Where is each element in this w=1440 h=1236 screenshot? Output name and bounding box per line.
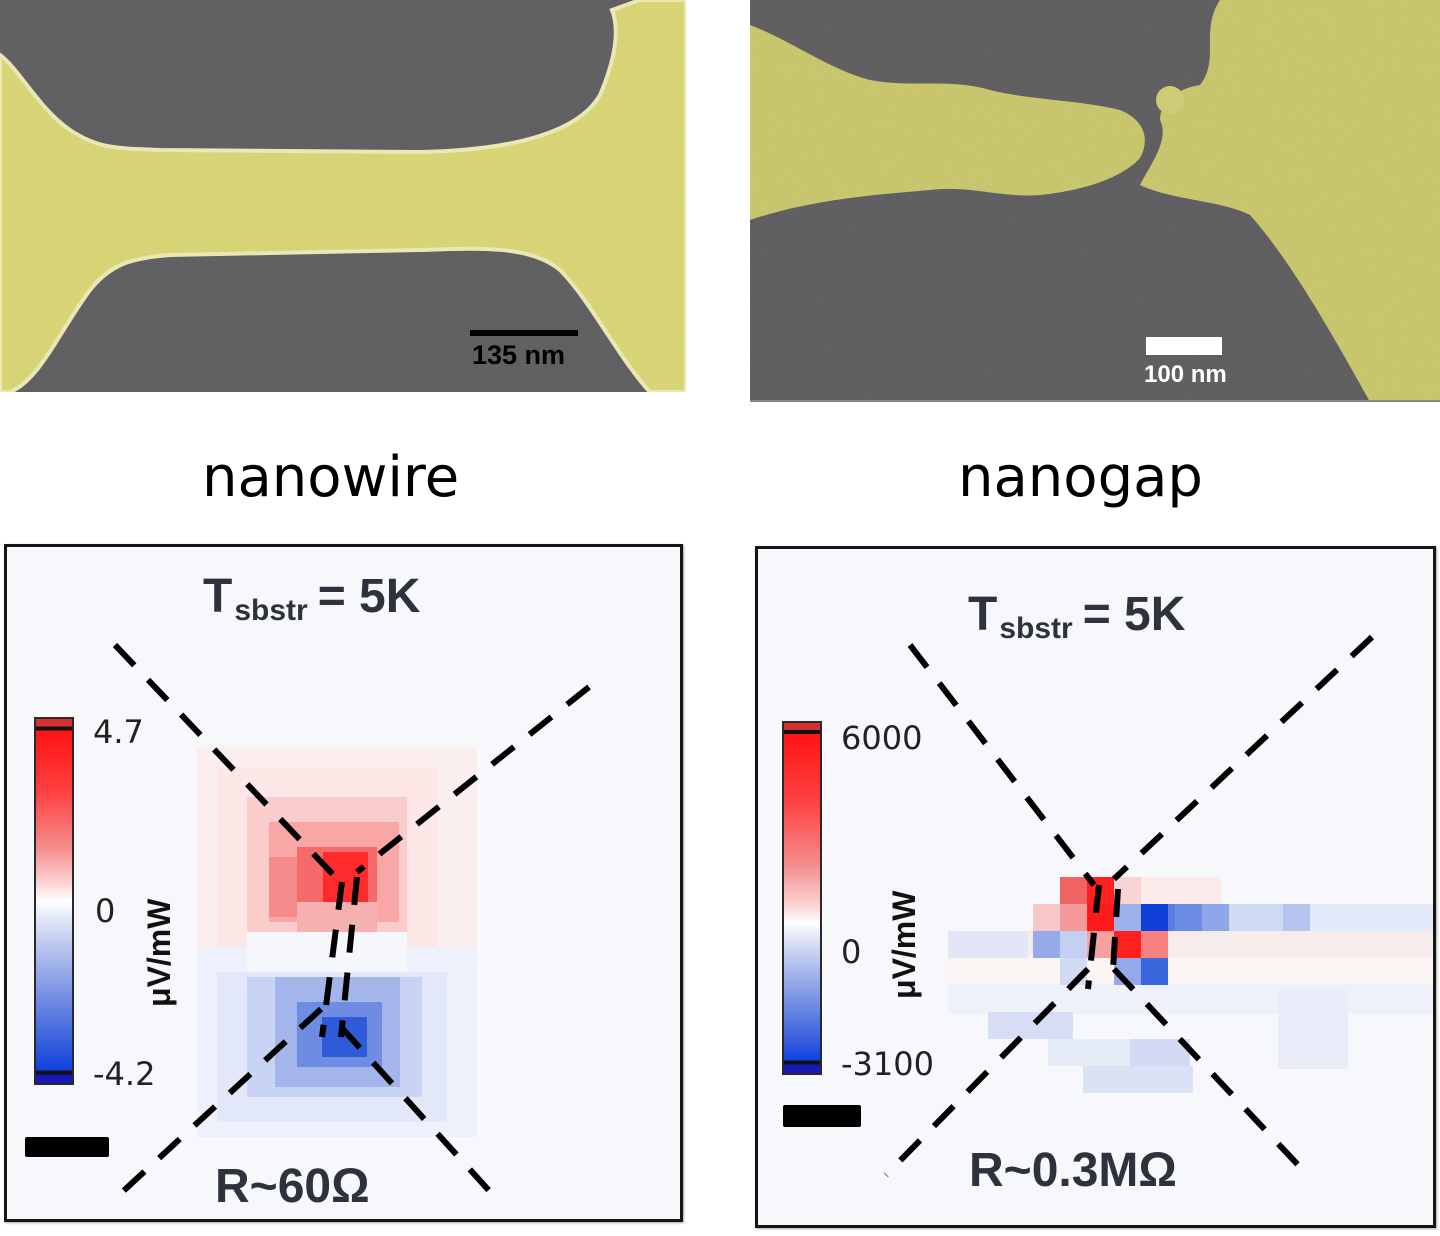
sem-image-nanogap: 100 nm: [750, 0, 1440, 402]
resistance-label-nanogap: R~0.3MΩ: [969, 1144, 1177, 1197]
colorbar-min-label: -3100: [841, 1045, 934, 1083]
title-subscript: sbstr: [234, 594, 308, 627]
colorbar-max-label: 6000: [841, 719, 923, 757]
panel-label-nanowire: nanowire: [202, 445, 460, 510]
heatmap-cells: [197, 747, 477, 1137]
photovoltage-map-nanogap: Tsbstr = 5K 6000 0 -3100 μV/mW R~0.3MΩ: [755, 546, 1436, 1228]
colorbar-mid-label: 0: [841, 933, 862, 971]
device-outline-dashed-x: [112, 642, 591, 1198]
title-main: T: [968, 588, 998, 641]
scale-bar-label: 100 nm: [1144, 361, 1227, 388]
panel-label-nanogap: nanogap: [958, 445, 1203, 510]
title-subscript: sbstr: [999, 612, 1073, 645]
heatmap-cells: [948, 877, 1433, 1093]
title-rest: = 5K: [317, 570, 421, 623]
scale-bar-line: [470, 330, 578, 336]
map-title-nanowire: Tsbstr = 5K: [203, 569, 420, 628]
sem-image-nanowire: 135 nm: [0, 0, 686, 392]
device-outline-dashed-x: [883, 634, 1375, 1178]
map-scale-bar: [25, 1137, 109, 1157]
nanogap-shape: [750, 0, 1440, 402]
title-main: T: [203, 570, 233, 623]
colorbar-min-label: -4.2: [93, 1055, 156, 1093]
colorbar-unit-label: μV/mW: [886, 890, 922, 999]
colorbar-unit-label: μV/mW: [141, 898, 177, 1007]
colorbar-nanowire: [34, 717, 74, 1085]
resistance-label-nanowire: R~60Ω: [215, 1160, 370, 1213]
map-title-nanogap: Tsbstr = 5K: [968, 587, 1185, 646]
colorbar-mid-label: 0: [95, 892, 116, 930]
title-rest: = 5K: [1082, 588, 1186, 641]
scale-bar-label: 135 nm: [472, 340, 566, 370]
scale-bar-line: [1146, 337, 1222, 355]
colorbar-nanogap: [782, 721, 822, 1075]
photovoltage-map-nanowire: Tsbstr = 5K 4.7 0 -4.2 μV/mW R~60Ω: [4, 544, 683, 1222]
colorbar-max-label: 4.7: [93, 713, 144, 751]
map-scale-bar: [783, 1105, 861, 1127]
nanowire-shape: [0, 0, 686, 392]
